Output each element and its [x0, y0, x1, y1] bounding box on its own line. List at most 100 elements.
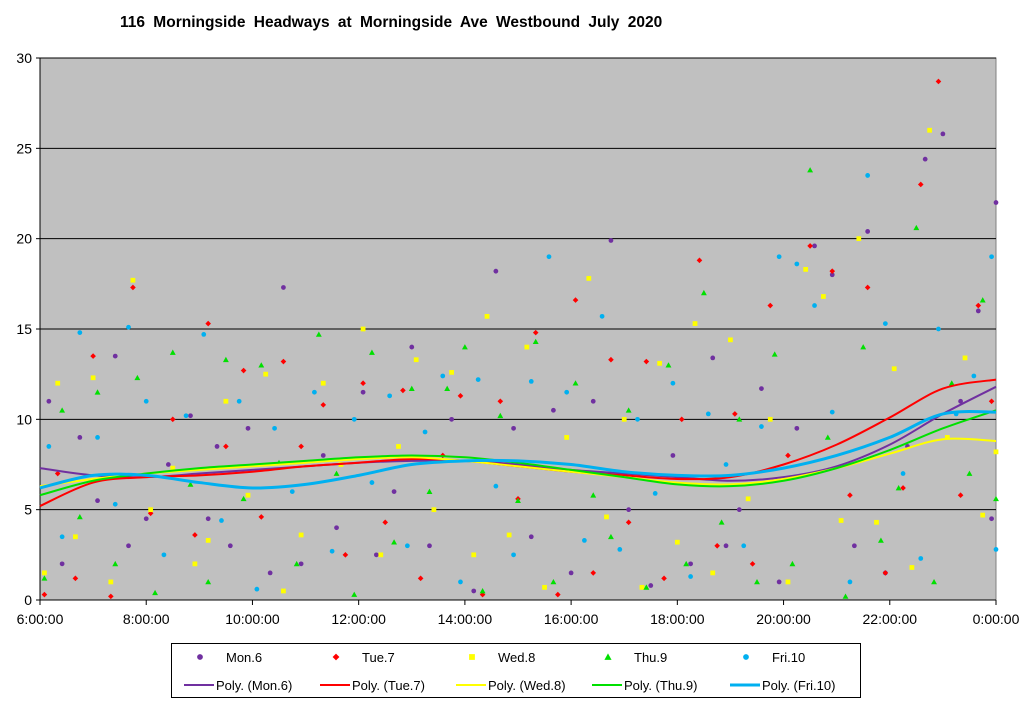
point-mon-6	[205, 516, 211, 522]
x-tick-label: 14:00:00	[438, 611, 493, 627]
legend-line	[730, 683, 760, 687]
legend-marker-shape	[197, 654, 203, 660]
point-thu-9	[59, 407, 66, 413]
point-mon-6	[471, 588, 477, 594]
point-mon-6	[608, 238, 614, 243]
point-fri-10	[351, 416, 357, 422]
point-wed-8	[263, 371, 269, 377]
point-mon-6	[993, 200, 999, 205]
point-tue-7	[497, 398, 504, 405]
point-fri-10	[812, 303, 817, 308]
point-fri-10	[794, 261, 800, 267]
point-mon-6	[214, 444, 220, 449]
point-tue-7	[917, 181, 924, 188]
legend-marker-shape	[604, 653, 612, 660]
point-fri-10	[458, 579, 463, 585]
point-wed-8	[431, 507, 437, 513]
point-tue-7	[975, 302, 982, 309]
x-tick-label: 12:00:00	[331, 611, 386, 627]
point-thu-9	[444, 385, 451, 391]
point-fri-10	[670, 380, 676, 386]
point-tue-7	[555, 591, 561, 598]
point-wed-8	[821, 294, 826, 299]
point-wed-8	[378, 552, 384, 558]
point-mon-6	[940, 131, 946, 137]
point-thu-9	[895, 485, 902, 491]
point-fri-10	[865, 173, 871, 178]
point-tue-7	[532, 329, 539, 336]
point-fri-10	[546, 254, 552, 260]
point-thu-9	[222, 356, 229, 363]
point-thu-9	[152, 589, 159, 596]
legend-row-markers: Mon.6 Tue.7 Wed.8 Thu.9 Fri.10	[172, 644, 860, 670]
point-tue-7	[807, 243, 813, 249]
y-axis-ticks: 0 5 10 15 20 25 30	[16, 50, 40, 608]
point-wed-8	[909, 565, 915, 570]
legend-item: Poly. (Tue.7)	[318, 676, 425, 694]
point-tue-7	[590, 570, 597, 576]
point-fri-10	[422, 429, 428, 435]
point-tue-7	[72, 575, 79, 582]
point-thu-9	[351, 591, 358, 597]
point-thu-9	[41, 575, 48, 581]
y-tick-label: 20	[16, 231, 32, 247]
legend-line	[184, 684, 214, 686]
point-fri-10	[493, 483, 499, 489]
point-thu-9	[643, 584, 650, 590]
point-thu-9	[258, 362, 265, 368]
point-mon-6	[829, 272, 835, 278]
point-fri-10	[564, 389, 570, 395]
point-mon-6	[975, 308, 981, 314]
legend-marker-shape	[469, 654, 475, 660]
point-mon-6	[922, 156, 928, 162]
legend-marker	[604, 653, 612, 660]
point-mon-6	[710, 355, 716, 361]
point-wed-8	[639, 584, 645, 590]
point-wed-8	[785, 579, 791, 585]
point-tue-7	[417, 575, 424, 582]
point-wed-8	[674, 539, 680, 545]
x-tick-label: 10:00:00	[225, 611, 280, 627]
point-tue-7	[382, 519, 389, 526]
point-mon-6	[551, 407, 556, 413]
point-thu-9	[948, 380, 955, 386]
point-mon-6	[95, 498, 100, 504]
x-tick-label: 20:00:00	[756, 611, 811, 627]
point-thu-9	[479, 588, 486, 594]
point-mon-6	[143, 516, 149, 522]
point-tue-7	[829, 268, 836, 274]
point-tue-7	[223, 443, 229, 450]
chart-canvas: 0 5 10 15 20 25 30 6:00:00 8:00:00 10:00:00 12:00…	[16, 50, 1020, 627]
legend-item: Mon.6	[182, 648, 262, 666]
point-wed-8	[205, 538, 211, 543]
point-thu-9	[532, 338, 539, 344]
legend-label: Poly. (Tue.7)	[352, 677, 425, 693]
point-fri-10	[993, 547, 999, 552]
point-wed-8	[484, 313, 490, 319]
point-mon-6	[723, 543, 729, 549]
x-axis-ticks: 6:00:00 8:00:00 10:00:00 12:00:00 14:00:00 16…	[17, 600, 1020, 627]
point-mon-6	[736, 507, 742, 513]
point-thu-9	[754, 578, 760, 585]
point-fri-10	[971, 373, 977, 379]
point-wed-8	[803, 267, 809, 272]
legend-marker-shape	[743, 654, 749, 660]
point-wed-8	[767, 416, 773, 422]
point-thu-9	[333, 470, 340, 476]
point-tue-7	[625, 519, 632, 526]
point-mon-6	[568, 570, 574, 576]
point-fri-10	[126, 324, 131, 330]
point-fri-10	[404, 543, 410, 549]
point-fri-10	[77, 330, 83, 335]
point-wed-8	[449, 369, 454, 375]
point-wed-8	[55, 380, 61, 386]
point-thu-9	[966, 470, 973, 476]
point-wed-8	[710, 570, 716, 576]
point-fri-10	[776, 254, 782, 260]
point-tue-7	[298, 443, 304, 450]
point-mon-6	[227, 543, 233, 549]
x-tick-label: 18:00:00	[650, 611, 705, 627]
y-tick-label: 0	[24, 592, 32, 608]
point-wed-8	[586, 276, 592, 281]
point-thu-9	[572, 380, 579, 386]
